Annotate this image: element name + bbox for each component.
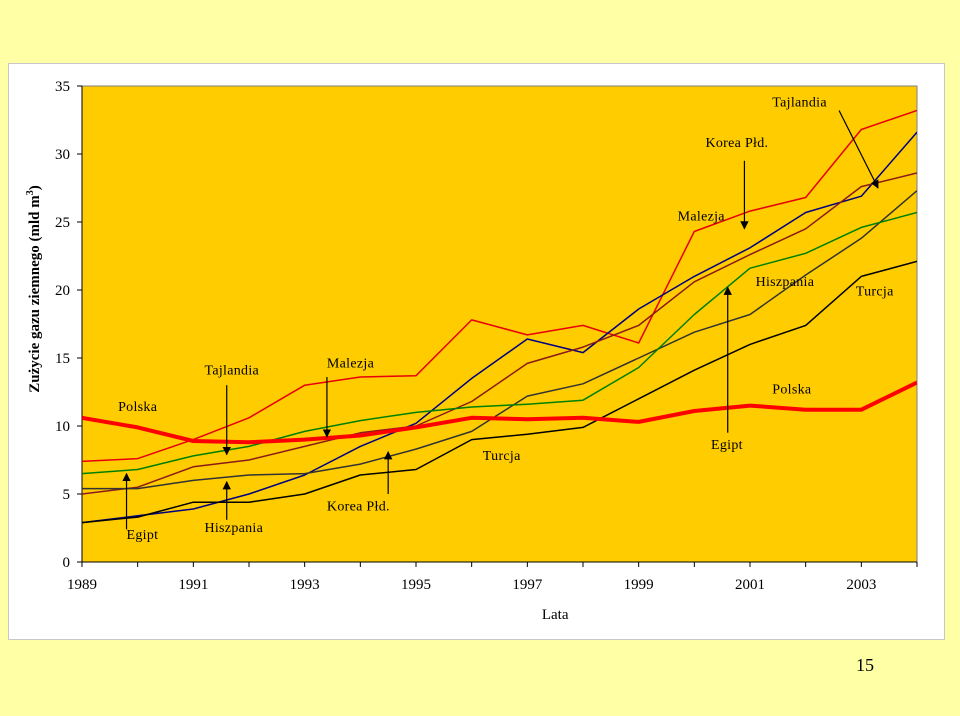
x-tick-label: 1997 <box>512 577 543 593</box>
plot-area <box>81 85 918 563</box>
y-tick-label: 25 <box>55 215 70 231</box>
x-tick-label: 2001 <box>735 577 765 593</box>
annotation-label: Polska <box>118 400 158 415</box>
series-line-turcja <box>82 211 917 475</box>
series-line-korea-p-d <box>82 260 917 524</box>
x-tick-label: 1999 <box>624 577 654 593</box>
annotation-label: Turcja <box>483 449 521 464</box>
slide-number: 15 <box>856 655 874 675</box>
series-layer <box>82 109 917 524</box>
x-tick-label: 2003 <box>846 577 876 593</box>
axes: 0 5 10 15 20 25 30 35 1989 1991 1993 1995 1997 1999 20… <box>55 79 918 593</box>
y-tick-label: 35 <box>55 79 70 95</box>
y-tick-label: 30 <box>55 147 70 163</box>
x-tick-label: 1995 <box>401 577 431 593</box>
annotation-label: Polska <box>772 382 812 397</box>
y-tick-label: 15 <box>55 351 70 367</box>
annotation-label: Korea Płd. <box>327 499 390 514</box>
series-line-egipt <box>82 172 917 495</box>
chart-frame: 0 5 10 15 20 25 30 35 1989 1991 1993 1995 1997 1999 20… <box>8 63 945 640</box>
y-axis-label: Zużycie gazu ziemnego (mld m3) <box>25 185 43 392</box>
annotation-label: Korea Płd. <box>705 136 768 151</box>
y-tick-label: 0 <box>63 555 71 571</box>
y-tick-label: 5 <box>63 487 71 503</box>
annotation-label: Malezja <box>678 210 726 225</box>
annotation-label: Hiszpania <box>756 275 815 290</box>
y-tick-label: 20 <box>55 283 70 299</box>
series-line-hiszpania <box>82 190 917 490</box>
y-axis-label-sup: 3 <box>25 190 36 195</box>
y-axis-label-text: Zużycie gazu ziemnego (mld m <box>27 195 43 393</box>
annotation-label: Tajlandia <box>204 363 259 378</box>
y-tick-label: 10 <box>55 419 70 435</box>
series-line-tajlandia <box>82 109 917 463</box>
annotation-arrow <box>838 110 879 189</box>
x-tick-label: 1993 <box>290 577 320 593</box>
x-tick-label: 1989 <box>67 577 97 593</box>
annotation-label: Malezja <box>327 357 375 372</box>
annotation-label: Turcja <box>856 284 894 299</box>
annotation-label: Tajlandia <box>772 95 827 110</box>
annotation-label: Egipt <box>127 528 159 543</box>
x-axis-label: Lata <box>542 607 569 623</box>
annotation-layer: Polska Egipt Tajlandia Hiszpania Malezja Kore… <box>118 95 894 542</box>
gas-consumption-chart: 0 5 10 15 20 25 30 35 1989 1991 1993 1995 1997 1999 20… <box>25 79 918 623</box>
x-tick-label: 1991 <box>178 577 208 593</box>
annotation-label: Hiszpania <box>204 521 263 536</box>
annotation-label: Egipt <box>711 438 743 453</box>
series-line-polska <box>82 380 917 445</box>
y-axis-label-close: ) <box>27 185 43 190</box>
